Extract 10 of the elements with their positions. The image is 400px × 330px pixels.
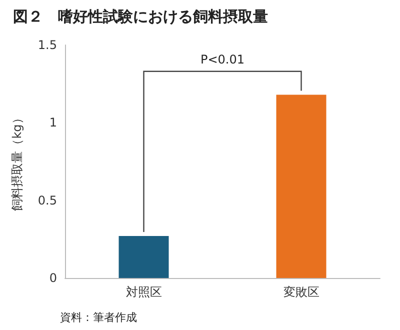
text: 資料：筆者作成 [60, 311, 137, 324]
chart-title: 図２ 嗜好性試験における飼料摂取量 [13, 8, 268, 26]
x-tick-label: 変敗区 [283, 285, 320, 299]
y-axis-title: 飼料摂取量（kg） [10, 112, 24, 211]
y-tick-label: 1 [49, 116, 57, 130]
y-tick-label: 0.5 [38, 193, 57, 208]
annotation: P<0.01 [200, 52, 245, 66]
y-tick-label: 0 [49, 271, 57, 285]
x-tick-label: 対照区 [126, 285, 162, 299]
y-tick-label: 1.5 [38, 38, 57, 52]
